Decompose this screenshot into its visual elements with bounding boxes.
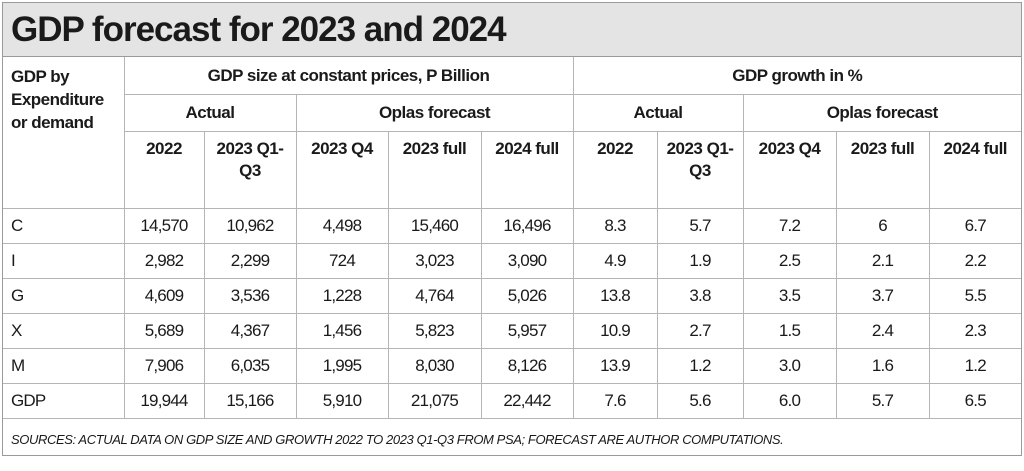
table-cell: 1,995: [295, 348, 389, 384]
table-cell: 4,367: [203, 313, 297, 349]
corner-header: GDP by Expenditure or demand: [3, 57, 125, 209]
table-cell: 4,498: [295, 208, 389, 244]
table-cell: 2.2: [928, 243, 1021, 279]
table-cell: 1,228: [295, 278, 389, 314]
table-cell: 21,075: [387, 383, 482, 419]
table-cell: 1.2: [656, 348, 744, 384]
subgroup-actual-size: Actual: [124, 94, 297, 132]
table-cell: 15,460: [387, 208, 482, 244]
table-cell: 4,609: [123, 278, 205, 314]
table-cell: 4.9: [572, 243, 658, 279]
table-cell: 5,823: [387, 313, 482, 349]
table-cell: 3.0: [742, 348, 837, 384]
column-header: 2023 Q1-Q3: [203, 131, 297, 209]
column-header: 2022: [572, 131, 658, 209]
table-cell: 3.7: [835, 278, 930, 314]
table-cell: 7,906: [123, 348, 205, 384]
subgroup-actual-growth: Actual: [572, 94, 744, 132]
table-cell: 7.2: [742, 208, 837, 244]
column-header: 2024 full: [480, 131, 574, 209]
table-cell: 3.5: [742, 278, 837, 314]
table-cell: 5.7: [835, 383, 930, 419]
table-row: I 2,982 2,299 724 3,023 3,090 4.9 1.9 2.5 2.1 2.2: [3, 243, 1021, 279]
table-cell: 8.3: [572, 208, 658, 244]
subgroup-forecast-size: Oplas forecast: [295, 94, 574, 132]
column-header: 2023 full: [835, 131, 930, 209]
table-cell: 5.5: [928, 278, 1021, 314]
table-cell: 19,944: [123, 383, 205, 419]
table-cell: 4,764: [387, 278, 482, 314]
group-header-growth: GDP growth in %: [572, 57, 1021, 95]
table-cell: 1.5: [742, 313, 837, 349]
column-header: 2023 Q4: [295, 131, 389, 209]
table-cell: 5,910: [295, 383, 389, 419]
table-cell: 2,299: [203, 243, 297, 279]
table-cell: 8,030: [387, 348, 482, 384]
table-cell: 6: [835, 208, 930, 244]
table-cell: 6,035: [203, 348, 297, 384]
gdp-table: GDP by Expenditure or demand GDP size at…: [3, 57, 1021, 459]
table-row: C 14,570 10,962 4,498 15,460 16,496 8.3 5.7 7.2 6…: [3, 208, 1021, 244]
table-cell: 5,957: [480, 313, 574, 349]
column-header: 2023 Q1-Q3: [656, 131, 744, 209]
table-row: M 7,906 6,035 1,995 8,030 8,126 13.9 1.2 3.0 1.6 1…: [3, 348, 1021, 384]
table-cell: 1.6: [835, 348, 930, 384]
table-cell: 5.7: [656, 208, 744, 244]
column-header: 2023 Q4: [742, 131, 837, 209]
table-cell: 3.8: [656, 278, 744, 314]
table-cell: 15,166: [203, 383, 297, 419]
row-label: X: [3, 313, 125, 349]
table-cell: 6.5: [928, 383, 1021, 419]
table-cell: 724: [295, 243, 389, 279]
table-cell: 5.6: [656, 383, 744, 419]
table-row: X 5,689 4,367 1,456 5,823 5,957 10.9 2.7 1.5 2.4 2…: [3, 313, 1021, 349]
group-header-size: GDP size at constant prices, P Billion: [123, 57, 574, 95]
row-label: M: [3, 348, 125, 384]
page-title: GDP forecast for 2023 and 2024: [3, 3, 1021, 57]
table-cell: 14,570: [123, 208, 205, 244]
table-cell: 3,090: [480, 243, 574, 279]
table-cell: 2,982: [123, 243, 205, 279]
table-cell: 8,126: [480, 348, 574, 384]
table-cell: 2.1: [835, 243, 930, 279]
table-cell: 10,962: [203, 208, 297, 244]
sources-note: SOURCES: ACTUAL DATA ON GDP SIZE AND GRO…: [3, 418, 1021, 459]
table-cell: 3,536: [203, 278, 297, 314]
table-cell: 5,026: [480, 278, 574, 314]
table-cell: 1,456: [295, 313, 389, 349]
table-cell: 13.8: [572, 278, 658, 314]
table-cell: 5,689: [123, 313, 205, 349]
column-header: 2024 full: [928, 131, 1021, 209]
table-cell: 2.4: [835, 313, 930, 349]
table-cell: 6.0: [742, 383, 837, 419]
column-header: 2023 full: [387, 131, 482, 209]
table-cell: 3,023: [387, 243, 482, 279]
table-cell: 10.9: [572, 313, 658, 349]
row-label: I: [3, 243, 125, 279]
table-cell: 2.7: [656, 313, 744, 349]
table-cell: 1.9: [656, 243, 744, 279]
table-cell: 16,496: [480, 208, 574, 244]
column-header: 2022: [124, 131, 205, 209]
gdp-forecast-infographic: GDP forecast for 2023 and 2024 GDP by Ex…: [2, 2, 1022, 459]
row-label: G: [3, 278, 125, 314]
table-cell: 1.2: [928, 348, 1021, 384]
table-row: GDP 19,944 15,166 5,910 21,075 22,442 7.6 5.6 6.…: [3, 383, 1021, 419]
table-cell: 2.5: [742, 243, 837, 279]
subgroup-forecast-growth: Oplas forecast: [742, 94, 1021, 132]
row-label: GDP: [3, 383, 125, 419]
table-cell: 7.6: [572, 383, 658, 419]
table-cell: 2.3: [928, 313, 1021, 349]
table-cell: 22,442: [480, 383, 574, 419]
row-label: C: [3, 208, 125, 244]
table-row: G 4,609 3,536 1,228 4,764 5,026 13.8 3.8 3.5 3.7 5…: [3, 278, 1021, 314]
table-cell: 13.9: [572, 348, 658, 384]
table-cell: 6.7: [928, 208, 1021, 244]
